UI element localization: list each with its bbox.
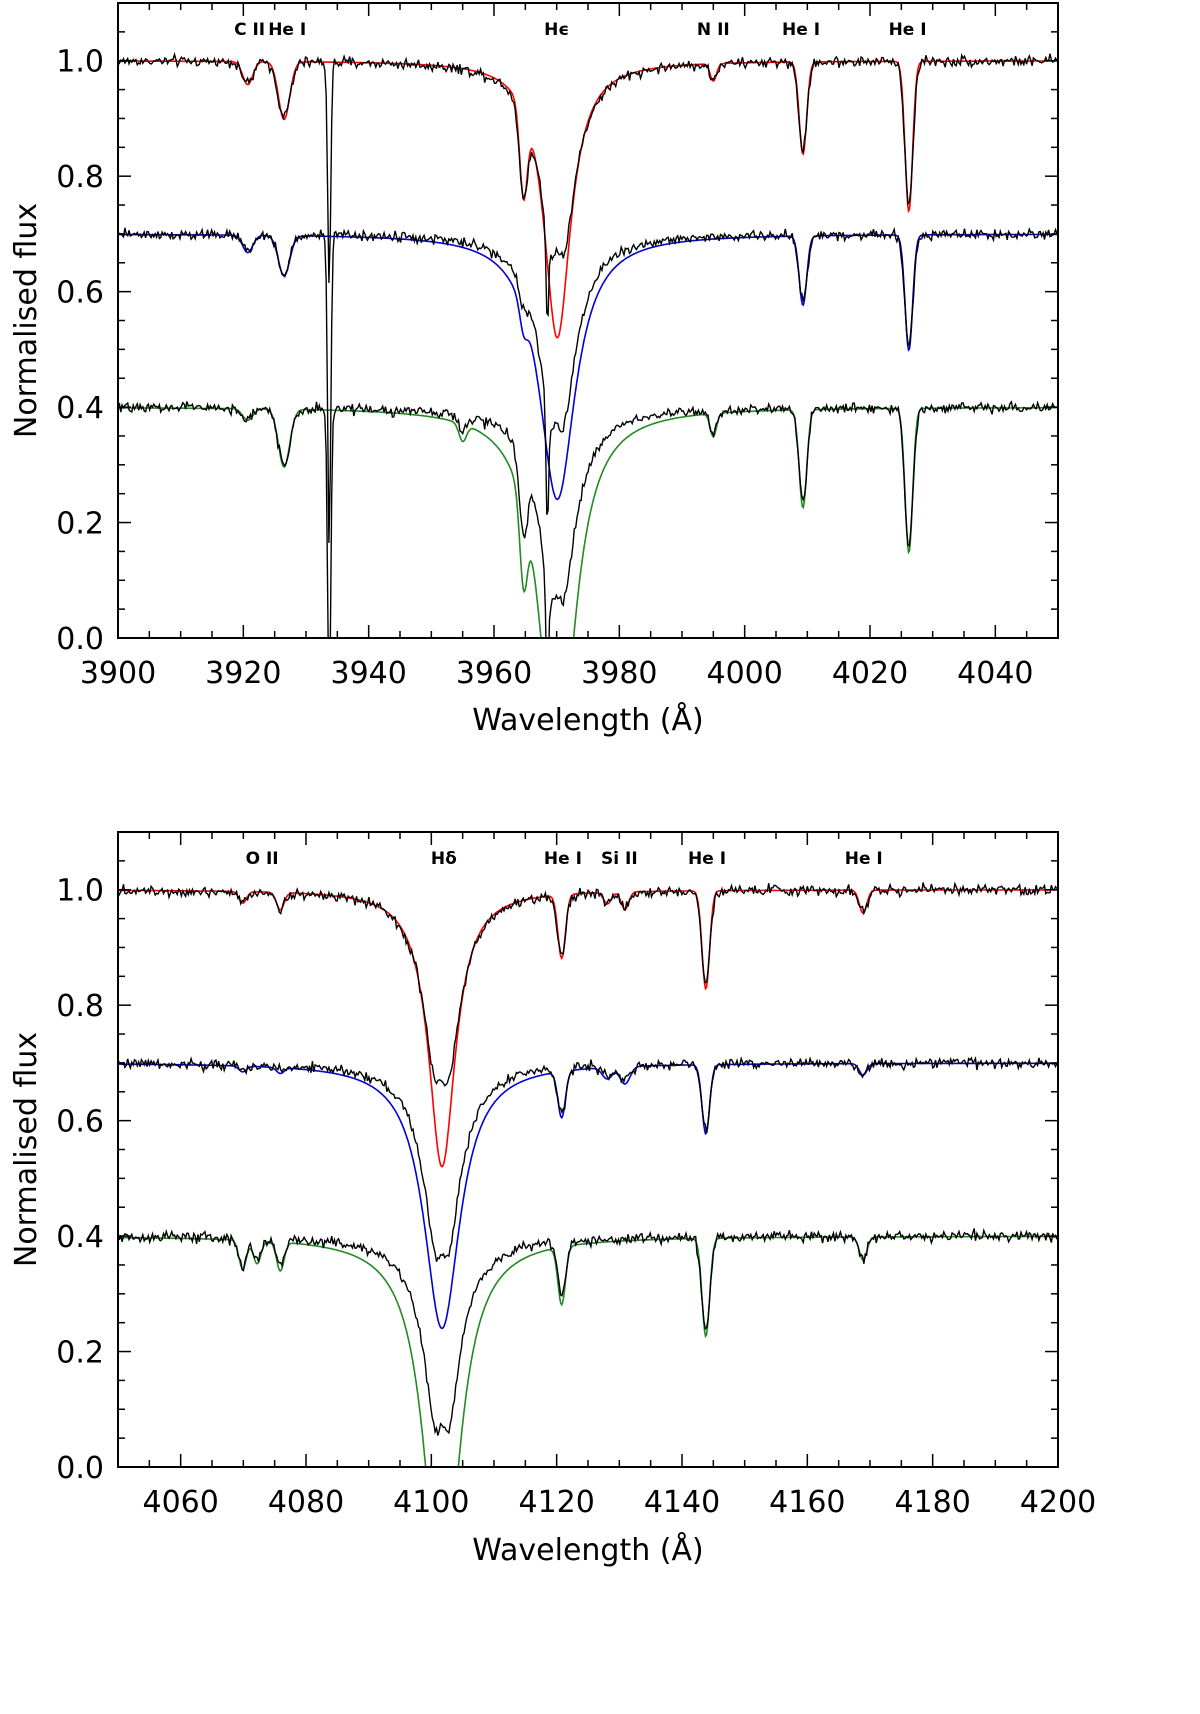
spectral-line-label: O II: [246, 849, 279, 869]
observed-spectrum-2: [118, 1056, 1058, 1262]
ticks-top: 3900 3920 3940 3960 3980 4000 4020 4040 0.0 0.2 0.…: [56, 2, 1059, 691]
y-tick-label: 0.2: [56, 1336, 104, 1371]
spectral-line-label: He I: [268, 20, 306, 40]
y-axis-title-bottom: Normalised flux: [9, 1032, 44, 1267]
x-tick-label: 3960: [456, 656, 532, 691]
spectral-line-label: C II: [234, 20, 265, 40]
spectral-line-label: Hϵ: [544, 20, 569, 40]
y-tick-label: 0.0: [56, 622, 104, 657]
y-tick-label: 0.6: [56, 1105, 104, 1140]
series-layer-top: [118, 51, 1058, 638]
x-tick-label: 4000: [706, 656, 782, 691]
observed-spectrum-3: [118, 400, 1058, 638]
x-tick-label: 4080: [268, 1485, 344, 1520]
x-tick-label: 3980: [581, 656, 657, 691]
x-tick-label: 4120: [518, 1485, 594, 1520]
line-labels-top: C II He I Hϵ N II He I He I: [234, 20, 927, 40]
x-tick-label: 4060: [142, 1485, 218, 1520]
y-tick-label: 0.8: [56, 160, 104, 195]
x-tick-label: 4140: [644, 1485, 720, 1520]
x-tick-label: 4100: [393, 1485, 469, 1520]
x-tick-label: 4160: [769, 1485, 845, 1520]
spectral-line-label: Si II: [601, 849, 638, 869]
spectral-line-label: He I: [889, 20, 927, 40]
x-tick-label: 3940: [330, 656, 406, 691]
x-axis-title-top: Wavelength (Å): [472, 702, 703, 738]
spectral-line-label: N II: [697, 20, 730, 40]
y-tick-label: 0.6: [56, 276, 104, 311]
y-tick-label: 1.0: [56, 45, 104, 80]
y-tick-label: 1.0: [56, 874, 104, 909]
spectral-line-label: He I: [688, 849, 726, 869]
spectral-line-label: He I: [782, 20, 820, 40]
ticks-bottom: 4060 4080 4100 4120 4140 4160 4180 4200 0.0 0.2 0.…: [56, 831, 1096, 1520]
model-line-2: [118, 1062, 1058, 1330]
panel-top: 3900 3920 3940 3960 3980 4000 4020 4040 0.0 0.2 0.…: [9, 2, 1059, 738]
x-tick-label: 4040: [957, 656, 1033, 691]
y-tick-label: 0.4: [56, 1220, 104, 1255]
observed-spectrum-3: [118, 1228, 1058, 1436]
y-axis-title-top: Normalised flux: [9, 203, 44, 438]
x-tick-label: 3920: [205, 656, 281, 691]
x-tick-label: 4200: [1020, 1485, 1096, 1520]
series-layer-bottom: [118, 881, 1058, 1467]
y-tick-label: 0.0: [56, 1451, 104, 1486]
x-tick-label: 4020: [832, 656, 908, 691]
model-line-2: [118, 233, 1058, 501]
y-tick-label: 0.2: [56, 507, 104, 542]
panel-bottom: 4060 4080 4100 4120 4140 4160 4180 4200 0.0 0.2 0.…: [9, 831, 1096, 1568]
line-labels-bottom: O II Hδ He I Si II He I He I: [246, 849, 883, 869]
model-line-1: [118, 889, 1058, 1168]
x-tick-label: 3900: [80, 656, 156, 691]
observed-spectrum-1: [118, 881, 1058, 1087]
observed-spectrum-1: [118, 51, 1058, 318]
y-tick-label: 0.4: [56, 391, 104, 426]
x-axis-title-bottom: Wavelength (Å): [472, 1532, 703, 1568]
plot-frame-bottom: [117, 831, 1059, 1468]
spectral-line-label: He I: [544, 849, 582, 869]
x-tick-label: 4180: [894, 1485, 970, 1520]
y-tick-label: 0.8: [56, 989, 104, 1024]
spectral-line-label: He I: [845, 849, 883, 869]
observed-spectrum-2: [118, 226, 1058, 543]
spectral-line-label: Hδ: [431, 849, 457, 869]
